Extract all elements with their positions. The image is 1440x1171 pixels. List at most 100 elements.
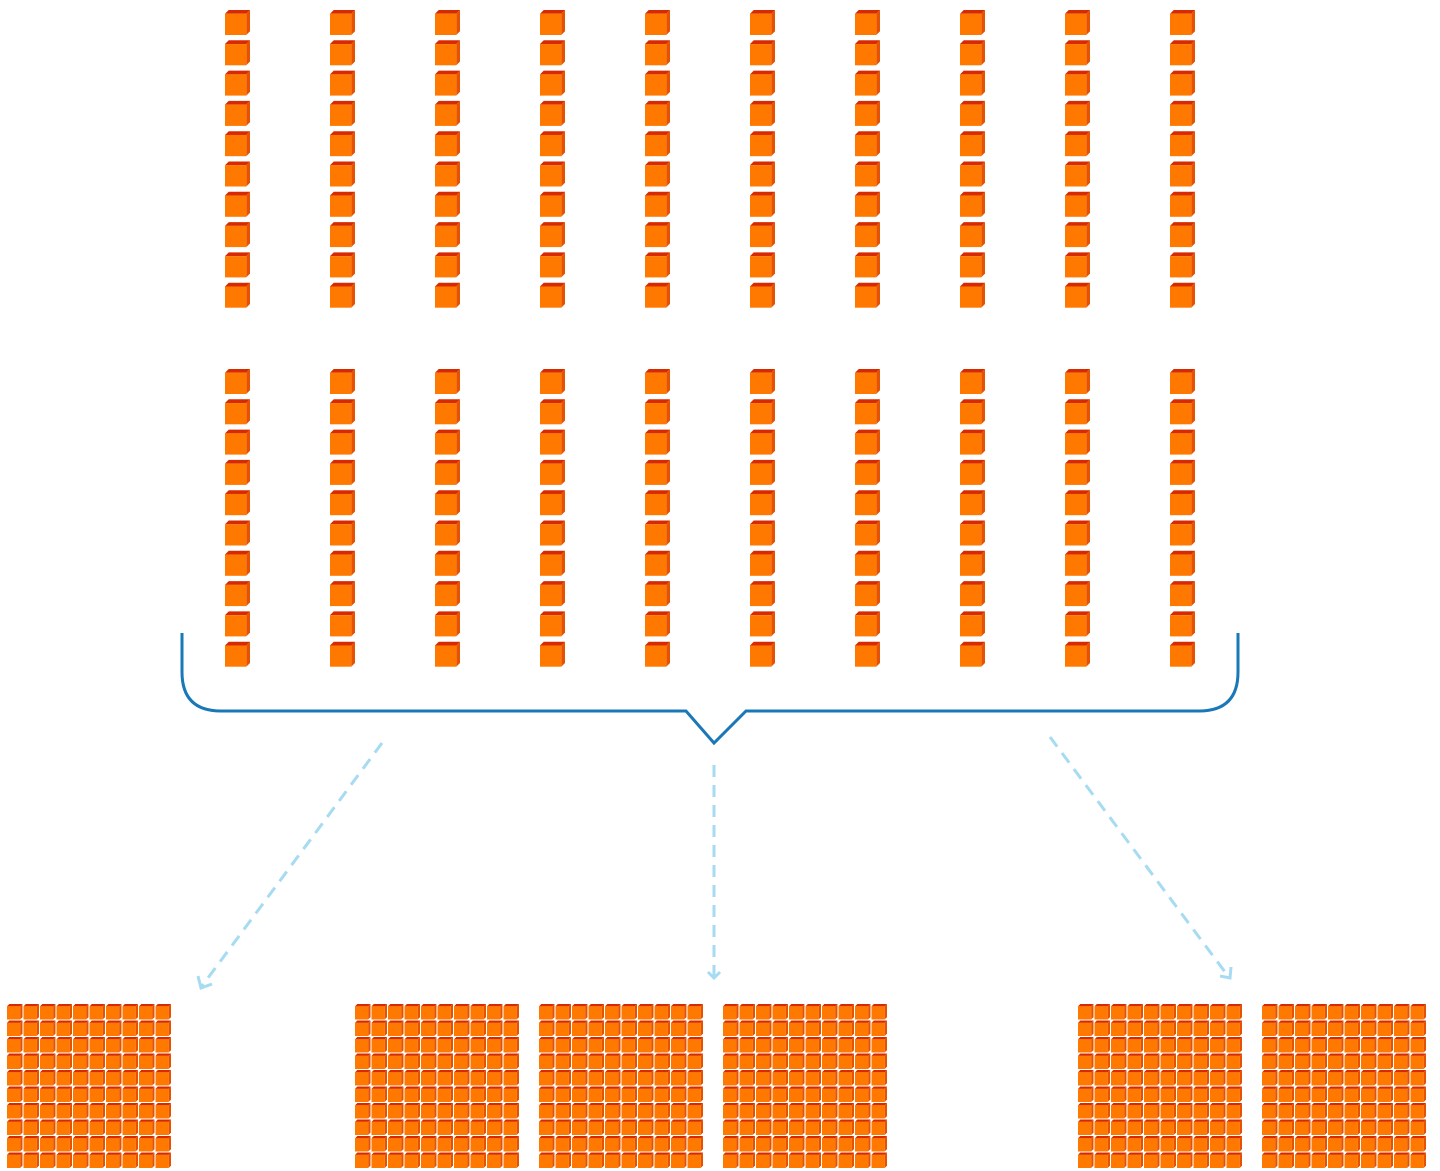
cube-side <box>667 1086 670 1102</box>
cube-top <box>671 1070 687 1073</box>
cube-side <box>1157 1152 1160 1168</box>
unit-cube <box>855 131 880 157</box>
cube-top <box>739 1004 755 1007</box>
cube-front <box>1210 1022 1224 1036</box>
unit-cube <box>330 459 355 485</box>
cube-top <box>487 1086 503 1089</box>
cube-top <box>756 1037 772 1040</box>
cube-side <box>769 1119 772 1135</box>
unit-cube <box>750 641 775 667</box>
unit-cube <box>487 1004 503 1020</box>
unit-cube <box>1127 1152 1143 1168</box>
cube-side <box>1407 1152 1410 1168</box>
flat <box>7 1004 171 1168</box>
cube-top <box>605 1119 621 1122</box>
cube-side <box>1407 1004 1410 1020</box>
cube-front <box>1377 1105 1391 1119</box>
cube-top <box>960 10 985 14</box>
cube-side <box>86 1070 89 1086</box>
cube-front <box>1170 645 1192 667</box>
cube-side <box>102 1037 105 1053</box>
cube-side <box>351 10 355 35</box>
cube-front <box>1127 1022 1141 1036</box>
cube-front <box>789 1121 803 1135</box>
cube-front <box>645 44 667 66</box>
cube-side <box>552 1020 555 1036</box>
cube-side <box>434 1070 437 1086</box>
cube-front <box>1193 1039 1207 1053</box>
cube-side <box>1206 1037 1209 1053</box>
unit-cube <box>723 1004 739 1020</box>
unit-cube <box>1226 1053 1242 1069</box>
cube-side <box>667 1119 670 1135</box>
cube-front <box>572 1121 586 1135</box>
unit-cube <box>1410 1152 1426 1168</box>
unit-cube <box>1170 222 1195 248</box>
cube-side <box>876 611 880 637</box>
unit-cube <box>1361 1136 1377 1152</box>
cube-top <box>540 490 565 494</box>
unit-cube <box>437 1053 453 1069</box>
cube-side <box>700 1152 703 1168</box>
cube-front <box>588 1072 602 1086</box>
cube-side <box>401 1070 404 1086</box>
unit-cube <box>89 1020 105 1036</box>
rod <box>1065 10 1090 308</box>
cube-front <box>1394 1088 1408 1102</box>
cube-top <box>855 459 880 464</box>
cube-top <box>155 1136 171 1139</box>
cube-front <box>503 1022 517 1036</box>
cube-front <box>1078 1022 1092 1036</box>
cube-side <box>818 1020 821 1036</box>
unit-cube <box>435 611 460 637</box>
cube-top <box>855 520 880 525</box>
cube-side <box>246 550 250 576</box>
cube-side <box>666 550 670 576</box>
cube-side <box>618 1136 621 1152</box>
cube-top <box>487 1152 503 1155</box>
cube-top <box>855 1119 871 1122</box>
cube-top <box>1361 1004 1377 1007</box>
unit-cube <box>1262 1086 1278 1102</box>
cube-side <box>585 1103 588 1119</box>
cube-front <box>1344 1055 1358 1069</box>
cube-top <box>645 369 670 373</box>
cube-top <box>838 1070 854 1073</box>
cube-side <box>69 1119 72 1135</box>
cube-top <box>838 1136 854 1139</box>
cube-side <box>516 1086 519 1102</box>
cube-front <box>540 372 562 394</box>
unit-cube <box>1170 131 1195 157</box>
cube-top <box>645 252 670 257</box>
cube-front <box>225 372 247 394</box>
cube-side <box>1157 1004 1160 1020</box>
cube-top <box>789 1136 805 1139</box>
cube-side <box>1140 1136 1143 1152</box>
unit-cube <box>1328 1070 1344 1086</box>
cube-front <box>23 1072 37 1086</box>
cube-side <box>1308 1037 1311 1053</box>
unit-cube <box>1344 1119 1360 1135</box>
unit-cube <box>871 1136 887 1152</box>
unit-cube <box>40 1070 56 1086</box>
cube-side <box>667 1152 670 1168</box>
cube-front <box>1144 1055 1158 1069</box>
cube-front <box>1094 1138 1108 1152</box>
cube-side <box>1357 1070 1360 1086</box>
cube-side <box>168 1103 171 1119</box>
unit-cube <box>122 1004 138 1020</box>
unit-cube <box>122 1119 138 1135</box>
cube-side <box>666 429 670 455</box>
cube-top <box>871 1020 887 1023</box>
cube-side <box>601 1086 604 1102</box>
cube-top <box>838 1103 854 1106</box>
cube-top <box>1127 1037 1143 1040</box>
unit-cube <box>1170 490 1195 516</box>
cube-front <box>7 1105 21 1119</box>
cube-side <box>1173 1152 1176 1168</box>
cube-side <box>1423 1070 1426 1086</box>
cube-top <box>1078 1103 1094 1106</box>
cube-side <box>1341 1086 1344 1102</box>
cube-top <box>871 1086 887 1089</box>
cube-front <box>1177 1022 1191 1036</box>
